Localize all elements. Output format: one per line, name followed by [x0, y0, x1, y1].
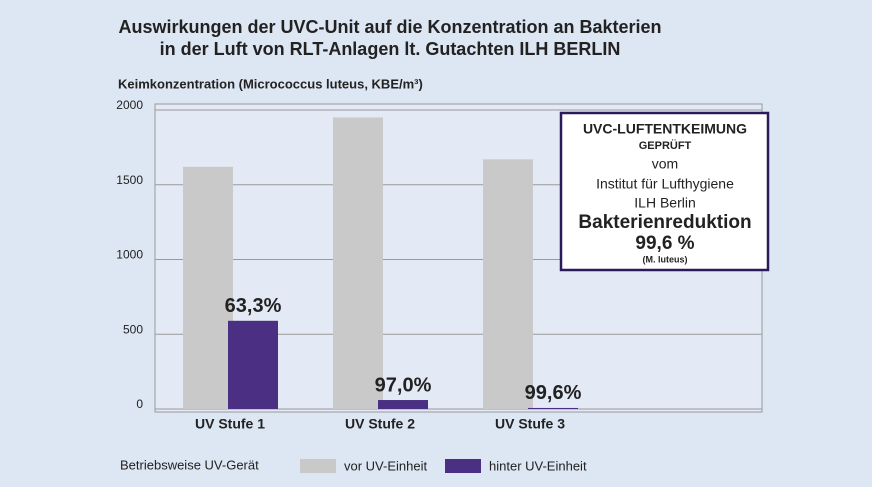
info-text: UVC-LUFTENTKEIMUNG	[583, 121, 747, 137]
info-text: vom	[652, 156, 678, 172]
legend-title: Betriebsweise UV-Gerät	[120, 457, 259, 472]
y-tick-label: 500	[123, 322, 143, 336]
y-axis-label: Keimkonzentration (Micrococcus luteus, K…	[118, 76, 423, 91]
annotation: 63,3%	[225, 295, 282, 317]
bar	[333, 117, 383, 409]
info-text: ILH Berlin	[634, 195, 695, 211]
legend-swatch	[300, 459, 336, 473]
bar	[183, 166, 233, 409]
bar	[378, 400, 428, 409]
info-text: (M. luteus)	[643, 254, 688, 264]
legend-label: hinter UV-Einheit	[489, 458, 587, 473]
info-text: Bakterienreduktion	[578, 212, 751, 233]
chart-title: in der Luft von RLT-Anlagen lt. Gutachte…	[160, 39, 621, 59]
annotation: 99,6%	[525, 382, 582, 404]
info-text: 99,6 %	[635, 233, 694, 254]
x-tick-label: UV Stufe 2	[345, 416, 415, 432]
bar	[483, 159, 533, 409]
annotation: 97,0%	[375, 374, 432, 396]
bar	[528, 407, 578, 409]
legend-swatch	[445, 459, 481, 473]
y-tick-label: 2000	[116, 98, 143, 112]
legend-label: vor UV-Einheit	[344, 458, 427, 473]
x-tick-label: UV Stufe 3	[495, 416, 565, 432]
y-tick-label: 1500	[116, 173, 143, 187]
info-text: GEPRÜFT	[639, 139, 692, 152]
x-tick-label: UV Stufe 1	[195, 416, 265, 432]
info-text: Institut für Lufthygiene	[596, 176, 734, 192]
info-box	[559, 111, 770, 272]
y-tick-label: 0	[136, 397, 143, 411]
y-tick-label: 1000	[116, 248, 143, 262]
chart-title: Auswirkungen der UVC-Unit auf die Konzen…	[118, 17, 661, 37]
bar	[228, 320, 278, 409]
